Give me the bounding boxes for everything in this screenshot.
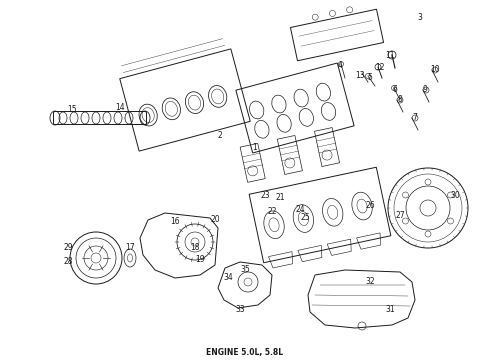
- Text: 20: 20: [210, 216, 220, 225]
- Text: 33: 33: [235, 306, 245, 315]
- Text: 2: 2: [218, 130, 222, 139]
- Text: 35: 35: [240, 266, 250, 274]
- Text: 27: 27: [395, 211, 405, 220]
- Text: 25: 25: [300, 213, 310, 222]
- Text: 12: 12: [375, 63, 385, 72]
- Text: 29: 29: [63, 243, 73, 252]
- Text: 26: 26: [365, 201, 375, 210]
- Text: 23: 23: [260, 190, 270, 199]
- Text: 9: 9: [422, 85, 427, 94]
- Text: 15: 15: [67, 105, 77, 114]
- Text: 13: 13: [355, 71, 365, 80]
- Text: 17: 17: [125, 243, 135, 252]
- Text: 24: 24: [295, 206, 305, 215]
- Text: 4: 4: [338, 60, 343, 69]
- Text: 21: 21: [275, 194, 285, 202]
- Text: 5: 5: [368, 73, 372, 82]
- Text: 8: 8: [397, 95, 402, 104]
- Text: 28: 28: [63, 257, 73, 266]
- Text: 16: 16: [170, 217, 180, 226]
- Text: 10: 10: [430, 66, 440, 75]
- Text: 32: 32: [365, 278, 375, 287]
- Text: 11: 11: [385, 50, 395, 59]
- Text: 7: 7: [413, 113, 417, 122]
- Text: 6: 6: [392, 85, 397, 94]
- Text: ENGINE 5.0L, 5.8L: ENGINE 5.0L, 5.8L: [206, 347, 284, 356]
- Text: 19: 19: [195, 256, 205, 265]
- Text: 34: 34: [223, 274, 233, 283]
- Text: 30: 30: [450, 190, 460, 199]
- Text: 18: 18: [190, 243, 200, 252]
- Text: 1: 1: [253, 144, 257, 153]
- Text: 31: 31: [385, 306, 395, 315]
- Text: 22: 22: [267, 207, 277, 216]
- Text: 14: 14: [115, 104, 125, 112]
- Text: 3: 3: [417, 13, 422, 22]
